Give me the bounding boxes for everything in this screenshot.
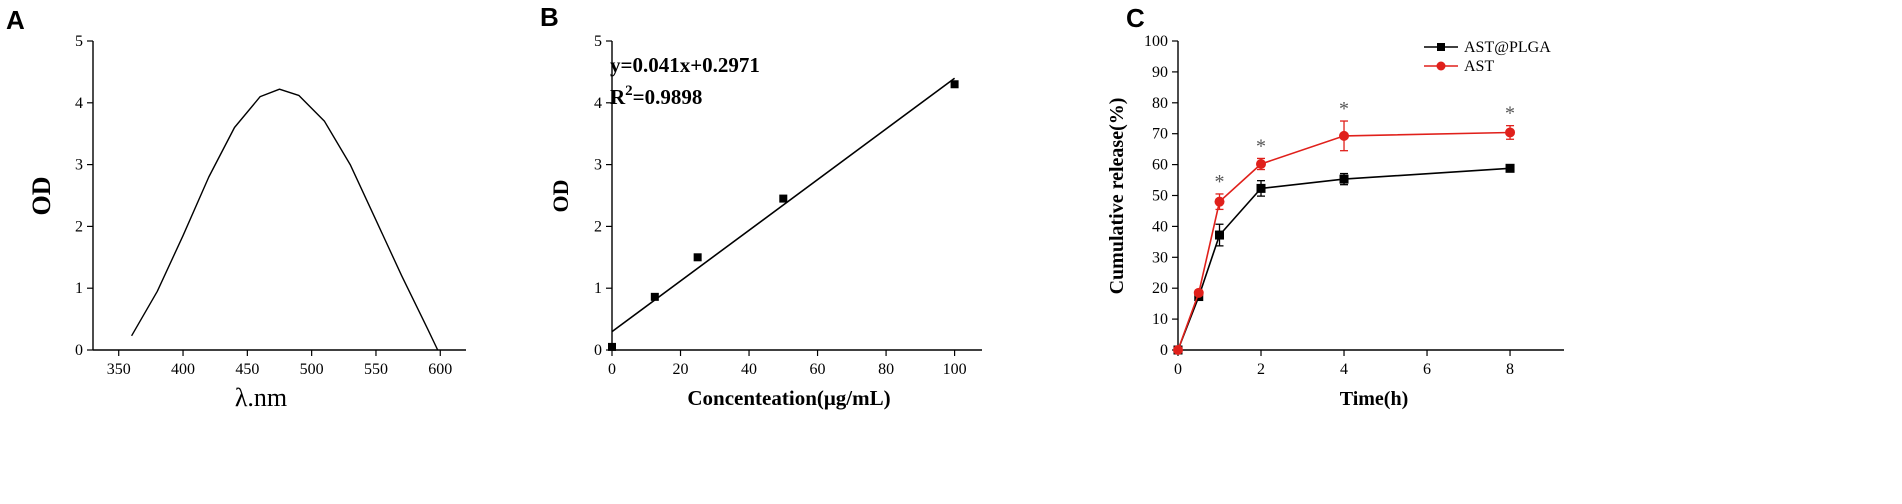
data-point [950,80,959,89]
panel-b-y-tick-label: 1 [594,280,602,297]
panel-a-x-tick-label: 600 [428,361,452,378]
regression-equation: y=0.041x+0.2971 [610,53,760,77]
data-point [650,292,659,301]
legend-label-0: AST@PLGA [1464,39,1551,56]
panel-c-y-tick-label: 40 [1152,218,1168,235]
legend: AST@PLGA AST [1424,39,1551,75]
data-point [1505,163,1515,173]
panel-c-x-tick-label: 2 [1257,361,1265,378]
panel-letter-a: A [6,5,25,35]
panel-a-y-tick-label: 0 [75,342,83,359]
panel-c-x-tick-label: 6 [1423,361,1431,378]
data-point [693,253,702,262]
absorbance-curve [130,88,439,351]
panel-b-x-tick-label: 60 [810,361,826,378]
panel-letter-c: C [1126,3,1145,33]
panel-b-xlabel: Concenteation(μg/mL) [687,386,890,410]
panel-letter-b: B [540,2,559,32]
panel-b-x-tick-label: 80 [878,361,894,378]
panel-c-ylabel: Cumulative release(%) [1106,98,1128,295]
panel-a-xlabel: λ.nm [235,383,287,412]
data-point [1339,174,1349,184]
panel-a-x-tick-label: 450 [235,361,259,378]
panel-c-x-tick-label: 0 [1174,361,1182,378]
panel-b: B OD Concenteation(μg/mL) y=0.041x+0.297… [540,2,982,410]
panel-a-x-tick-label: 550 [364,361,388,378]
series-line-1 [1177,131,1511,351]
panel-b-x-tick-label: 0 [608,361,616,378]
panel-a-y-tick-label: 1 [75,280,83,297]
panel-a: A OD λ.nm 350 400 450 500 550 600 0 1 2 3 4 5 [6,5,466,412]
data-point [1193,287,1204,298]
panel-c-y-tick-label: 60 [1152,157,1168,174]
r-squared: R2=0.9898 [610,83,702,109]
panel-c-y-tick-label: 70 [1152,126,1168,143]
panel-b-y-tick-label: 0 [594,342,602,359]
panel-c-xlabel: Time(h) [1340,388,1409,410]
panel-b-y-tick-label: 2 [594,218,602,235]
data-point [1339,130,1350,141]
panel-a-x-tick-label: 400 [171,361,195,378]
series-line-0 [1177,167,1511,351]
panel-b-x-tick-label: 40 [741,361,757,378]
panel-a-y-tick-label: 2 [75,218,83,235]
panel-c-y-tick-label: 20 [1152,280,1168,297]
panel-a-x-tick-label: 500 [300,361,324,378]
data-point [779,194,788,203]
regression-line [611,77,956,333]
data-point [1256,158,1267,169]
data-point [1214,196,1225,207]
panel-c-y-tick-label: 90 [1152,64,1168,81]
data-point [1256,183,1266,193]
panel-c-y-tick-label: 50 [1152,188,1168,205]
panel-b-x-tick-label: 100 [943,361,967,378]
panel-c-x-tick-label: 8 [1506,361,1514,378]
panel-c-y-tick-label: 30 [1152,249,1168,266]
panel-a-x-tick-label: 350 [107,361,131,378]
data-point [1505,127,1516,138]
panel-a-y-tick-label: 4 [75,95,83,112]
panel-b-ylabel: OD [548,180,573,213]
panel-a-y-tick-label: 5 [75,33,83,50]
panel-c-y-tick-label: 0 [1160,342,1168,359]
panel-b-x-tick-label: 20 [673,361,689,378]
panel-b-y-tick-label: 3 [594,157,602,174]
significance-star: * [1339,98,1349,120]
panel-a-y-tick-label: 3 [75,157,83,174]
significance-star: * [1215,171,1225,193]
panel-c-y-tick-label: 100 [1144,33,1168,50]
panel-b-y-tick-label: 5 [594,33,602,50]
data-point [1173,345,1183,355]
data-point [1215,230,1225,240]
legend-marker [1436,61,1446,71]
panel-a-ylabel: OD [27,177,56,216]
panel-b-y-tick-label: 4 [594,95,602,112]
panel-c-x-tick-label: 4 [1340,361,1348,378]
panel-c: C Cumulative release(%) Time(h) 0 2 4 6 8010… [1106,3,1564,410]
panel-c-y-tick-label: 10 [1152,311,1168,328]
data-point [608,342,616,351]
significance-star: * [1505,103,1515,125]
legend-marker [1437,43,1445,51]
panel-c-y-tick-label: 80 [1152,95,1168,112]
legend-label-1: AST [1464,58,1494,75]
significance-star: * [1256,135,1266,157]
